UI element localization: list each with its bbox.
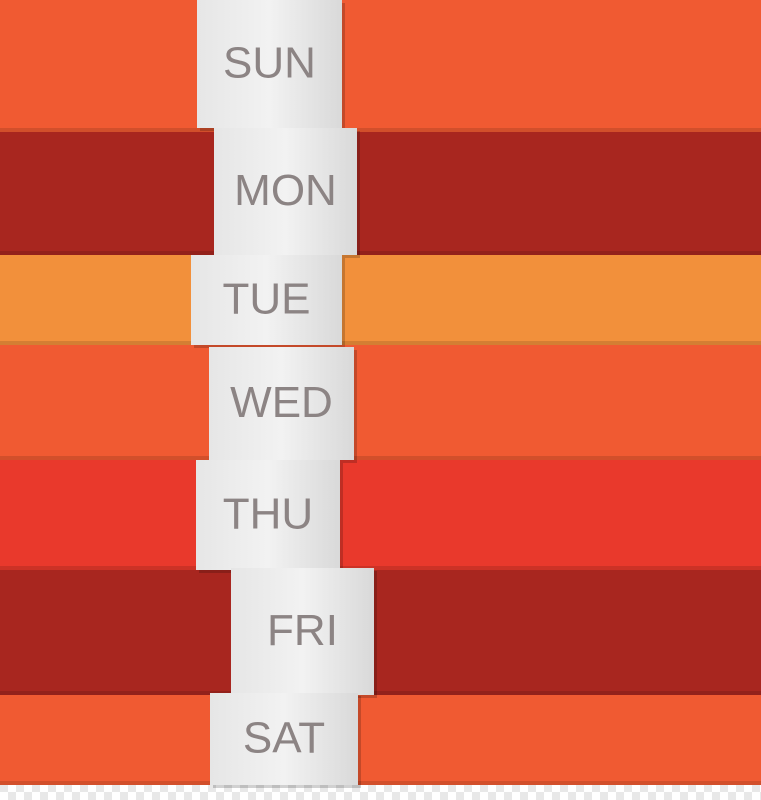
stripe	[0, 695, 761, 785]
day-tab	[231, 568, 374, 695]
stripe-shadow	[0, 128, 761, 132]
day-tab	[191, 255, 342, 345]
day-label: SUN	[223, 39, 316, 88]
stripe-shadow	[0, 691, 761, 695]
stripe	[0, 132, 761, 255]
stripe	[0, 255, 761, 345]
day-label: FRI	[267, 606, 338, 655]
stripe	[0, 460, 761, 570]
background-pattern	[0, 784, 761, 800]
stripe	[0, 570, 761, 695]
stripe	[0, 345, 761, 460]
day-label: WED	[230, 378, 333, 427]
stripe-shadow	[0, 781, 761, 785]
day-label: TUE	[223, 275, 311, 324]
day-label: THU	[223, 490, 313, 539]
day-tab	[214, 128, 357, 255]
stripe-shadow	[0, 456, 761, 460]
day-label: MON	[234, 166, 337, 215]
day-tab	[196, 460, 340, 570]
stripe-shadow	[0, 566, 761, 570]
stripe-shadow	[0, 341, 761, 345]
stripe-shadow	[0, 251, 761, 255]
day-tab	[209, 347, 354, 460]
day-tab	[197, 0, 342, 128]
stripe	[0, 0, 761, 132]
day-label: SAT	[243, 714, 325, 763]
day-tab	[210, 693, 358, 785]
